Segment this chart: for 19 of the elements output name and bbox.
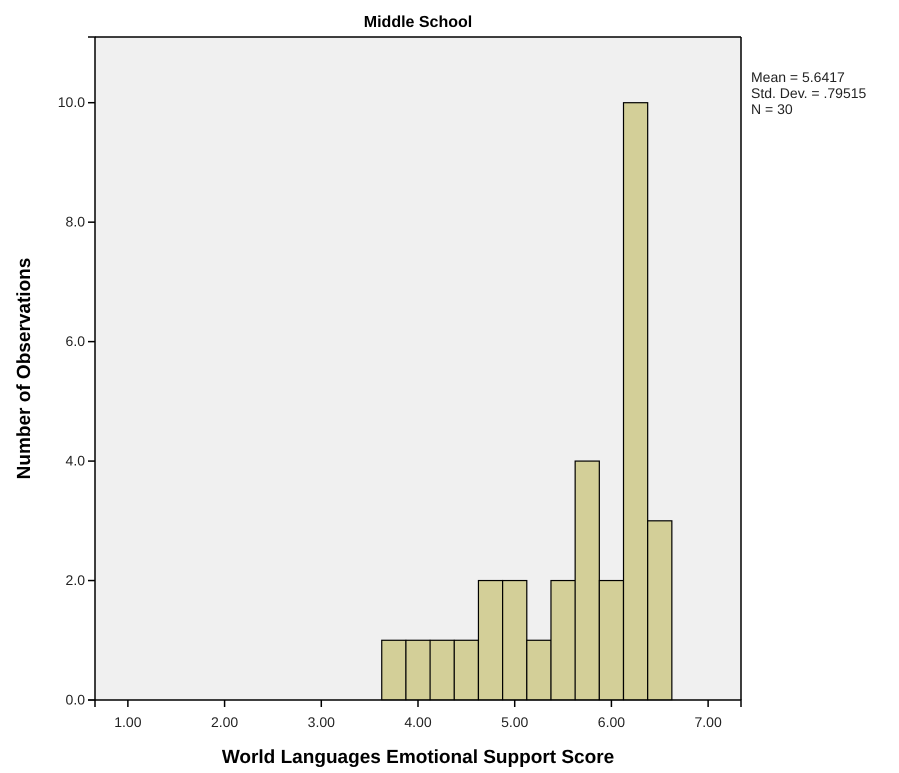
y-tick-label: 4.0 (66, 452, 86, 469)
y-tick-label: 8.0 (66, 214, 86, 230)
y-tick-label: 6.0 (66, 333, 86, 350)
y-tick-label: 2.0 (66, 572, 86, 588)
x-tick-label: 3.00 (308, 714, 336, 730)
y-axis-title: Number of Observations (14, 258, 35, 480)
x-tick-label: 7.00 (694, 714, 722, 730)
x-tick-label: 6.00 (598, 714, 626, 730)
x-axis-title: World Languages Emotional Support Score (222, 747, 614, 768)
x-tick-label: 1.00 (114, 714, 142, 730)
y-tick-label: 10.0 (58, 94, 86, 110)
text: N = 30 (751, 101, 793, 117)
y-tick-label: 0.0 (66, 691, 86, 708)
x-tick-label: 2.00 (210, 714, 238, 730)
text: Std. Dev. = .79515 (751, 85, 867, 101)
text: Mean = 5.6417 (751, 69, 846, 85)
x-tick-label: 5.00 (501, 714, 529, 730)
x-tick-label: 4.00 (404, 714, 432, 730)
chart-title: Middle School (364, 14, 472, 31)
